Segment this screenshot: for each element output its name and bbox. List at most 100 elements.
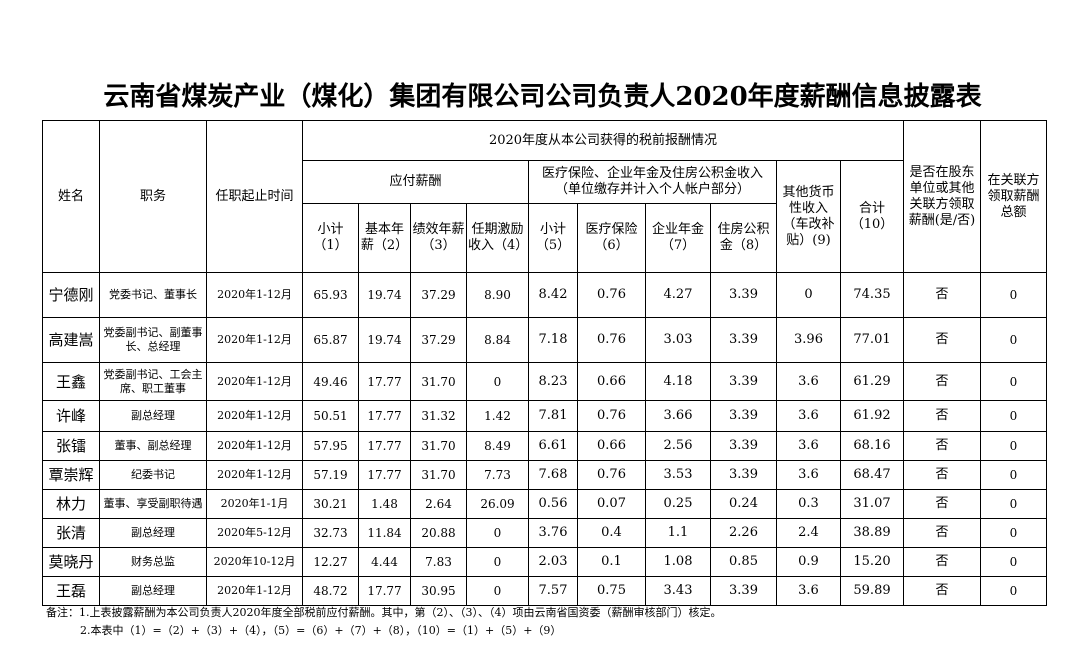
cell-value: 4.44 bbox=[358, 547, 411, 577]
cell-position: 董事、副总经理 bbox=[99, 431, 207, 461]
cell-value: 4.27 bbox=[645, 272, 711, 318]
cell-value: 57.19 bbox=[302, 460, 359, 490]
cell-value: 0.76 bbox=[577, 272, 646, 318]
cell-value: 68.16 bbox=[840, 431, 904, 461]
cell-value: 2.03 bbox=[528, 547, 578, 577]
cell-value: 3.6 bbox=[776, 460, 841, 490]
cell-value: 否 bbox=[903, 272, 981, 318]
cell-term: 2020年1-12月 bbox=[206, 362, 303, 401]
cell-value: 0.76 bbox=[577, 460, 646, 490]
cell-value: 17.77 bbox=[358, 431, 411, 461]
cell-term: 2020年10-12月 bbox=[206, 547, 303, 577]
cell-name: 张清 bbox=[42, 518, 100, 548]
cell-value: 32.73 bbox=[302, 518, 359, 548]
header-position: 职务 bbox=[99, 120, 207, 273]
header-sub4: 任期激励收入（4） bbox=[466, 203, 529, 273]
cell-value: 3.03 bbox=[645, 317, 711, 363]
cell-value: 0 bbox=[466, 518, 529, 548]
cell-value: 2.56 bbox=[645, 431, 711, 461]
cell-term: 2020年5-12月 bbox=[206, 518, 303, 548]
cell-value: 61.29 bbox=[840, 362, 904, 401]
cell-term: 2020年1-12月 bbox=[206, 576, 303, 606]
cell-name: 王磊 bbox=[42, 576, 100, 606]
cell-value: 0 bbox=[980, 576, 1047, 606]
cell-term: 2020年1-12月 bbox=[206, 460, 303, 490]
cell-value: 0.66 bbox=[577, 362, 646, 401]
cell-name: 林力 bbox=[42, 489, 100, 519]
cell-value: 3.6 bbox=[776, 400, 841, 432]
cell-value: 0 bbox=[466, 547, 529, 577]
table-row: 张清 副总经理 2020年5-12月 32.73 11.84 20.88 0 3.76 0.4 1… bbox=[42, 518, 1047, 548]
cell-value: 50.51 bbox=[302, 400, 359, 432]
cell-value: 7.68 bbox=[528, 460, 578, 490]
cell-value: 3.96 bbox=[776, 317, 841, 363]
cell-value: 3.76 bbox=[528, 518, 578, 548]
table-row: 许峰 副总经理 2020年1-12月 50.51 17.77 31.32 1.42 7.81 0… bbox=[42, 400, 1047, 432]
cell-value: 2.64 bbox=[410, 489, 467, 519]
note-2: 2.本表中（1）=（2）+（3）+（4），（5）=（6）+（7）+（8），（10… bbox=[80, 624, 562, 637]
cell-value: 0.76 bbox=[577, 317, 646, 363]
cell-value: 38.89 bbox=[840, 518, 904, 548]
header-sub1: 小计（1） bbox=[302, 203, 359, 273]
cell-value: 31.70 bbox=[410, 362, 467, 401]
cell-position: 纪委书记 bbox=[99, 460, 207, 490]
table-row: 王鑫 党委副书记、工会主席、职工董事 2020年1-12月 49.46 17.77 31.… bbox=[42, 362, 1047, 401]
cell-value: 12.27 bbox=[302, 547, 359, 577]
cell-value: 1.48 bbox=[358, 489, 411, 519]
cell-value: 3.39 bbox=[710, 272, 777, 318]
table-row: 张镭 董事、副总经理 2020年1-12月 57.95 17.77 31.70 8.49 6.… bbox=[42, 431, 1047, 461]
cell-value: 3.39 bbox=[710, 362, 777, 401]
cell-value: 65.87 bbox=[302, 317, 359, 363]
cell-value: 1.42 bbox=[466, 400, 529, 432]
header-total: 合计（10） bbox=[840, 160, 904, 273]
cell-position: 党委副书记、副董事长、总经理 bbox=[99, 317, 207, 363]
table-row: 覃崇辉 纪委书记 2020年1-12月 57.19 17.77 31.70 7.73 7.68… bbox=[42, 460, 1047, 490]
cell-value: 0 bbox=[980, 272, 1047, 318]
cell-value: 61.92 bbox=[840, 400, 904, 432]
cell-value: 31.32 bbox=[410, 400, 467, 432]
cell-name: 莫晓丹 bbox=[42, 547, 100, 577]
cell-value: 0 bbox=[980, 317, 1047, 363]
cell-value: 否 bbox=[903, 518, 981, 548]
cell-value: 否 bbox=[903, 431, 981, 461]
cell-term: 2020年1-1月 bbox=[206, 489, 303, 519]
cell-value: 0.1 bbox=[577, 547, 646, 577]
cell-value: 19.74 bbox=[358, 272, 411, 318]
cell-value: 48.72 bbox=[302, 576, 359, 606]
cell-name: 张镭 bbox=[42, 431, 100, 461]
page-title: 云南省煤炭产业（煤化）集团有限公司公司负责人2020年度薪酬信息披露表 bbox=[103, 82, 982, 112]
cell-position: 董事、享受副职待遇 bbox=[99, 489, 207, 519]
cell-value: 0 bbox=[466, 362, 529, 401]
cell-name: 宁德刚 bbox=[42, 272, 100, 318]
cell-value: 0.3 bbox=[776, 489, 841, 519]
cell-value: 1.08 bbox=[645, 547, 711, 577]
cell-value: 26.09 bbox=[466, 489, 529, 519]
cell-value: 0 bbox=[466, 576, 529, 606]
cell-name: 高建嵩 bbox=[42, 317, 100, 363]
cell-value: 否 bbox=[903, 547, 981, 577]
table-row: 高建嵩 党委副书记、副董事长、总经理 2020年1-12月 65.87 19.74 37.… bbox=[42, 317, 1047, 363]
cell-value: 否 bbox=[903, 489, 981, 519]
header-term: 任职起止时间 bbox=[206, 120, 303, 273]
cell-value: 17.77 bbox=[358, 576, 411, 606]
cell-value: 0 bbox=[980, 518, 1047, 548]
cell-position: 副总经理 bbox=[99, 518, 207, 548]
header-sub3: 绩效年薪（3） bbox=[410, 203, 467, 273]
cell-value: 0.24 bbox=[710, 489, 777, 519]
cell-value: 0 bbox=[980, 362, 1047, 401]
cell-value: 15.20 bbox=[840, 547, 904, 577]
cell-value: 20.88 bbox=[410, 518, 467, 548]
cell-value: 3.6 bbox=[776, 362, 841, 401]
header-other: 其他货币性收入（车改补贴）(9) bbox=[776, 160, 841, 273]
cell-value: 68.47 bbox=[840, 460, 904, 490]
cell-value: 否 bbox=[903, 317, 981, 363]
header-group: 2020年度从本公司获得的税前报酬情况 bbox=[302, 120, 904, 161]
cell-position: 党委副书记、工会主席、职工董事 bbox=[99, 362, 207, 401]
table-row: 林力 董事、享受副职待遇 2020年1-1月 30.21 1.48 2.64 26.09 0.… bbox=[42, 489, 1047, 519]
cell-value: 2.26 bbox=[710, 518, 777, 548]
cell-value: 7.57 bbox=[528, 576, 578, 606]
cell-value: 否 bbox=[903, 460, 981, 490]
cell-value: 7.83 bbox=[410, 547, 467, 577]
cell-value: 0.9 bbox=[776, 547, 841, 577]
cell-value: 49.46 bbox=[302, 362, 359, 401]
